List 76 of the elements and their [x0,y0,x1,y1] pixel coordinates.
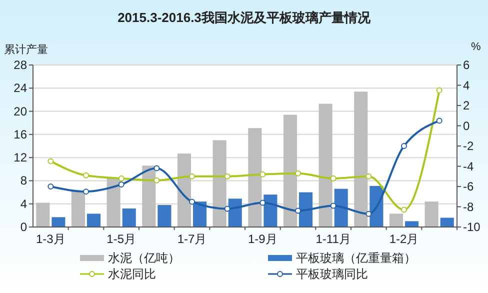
x-tick-label: 1-5月 [106,232,136,246]
point [83,188,89,195]
x-tick-label: 1-9月 [248,232,278,246]
bar [122,208,136,227]
point [401,143,407,149]
bar [212,140,226,227]
bar [87,214,101,227]
y-tick-label: 0 [20,220,28,234]
bar [318,104,332,227]
y-tick-label: 8 [20,174,28,188]
bar [354,92,368,227]
point [366,210,372,217]
y-tick-label: 28 [14,58,28,72]
y-tick-label: 4 [20,196,28,211]
bar [389,214,403,227]
y-tick-label: 16 [14,127,28,142]
x-tick-label: 1-2月 [389,232,419,246]
legend-label: 水泥（亿吨） [108,251,180,265]
point [118,181,124,188]
point [48,184,54,190]
point [295,170,301,176]
bar [299,192,313,227]
bar [36,202,50,227]
bar [52,217,66,227]
point [330,202,336,209]
point [118,175,124,182]
bar [264,194,278,227]
bar [440,218,454,227]
point [260,200,266,206]
bar [177,154,191,227]
y2-tick-label: -2 [463,139,474,153]
point [330,175,336,182]
point [48,158,54,164]
bar [106,178,120,227]
bar [334,188,348,227]
bar [71,190,85,227]
y-tick-label: 12 [14,150,28,165]
x-tick-label: 1-3月 [36,232,66,246]
y2-axis-title: % [471,41,481,53]
point [154,165,160,172]
point [436,118,442,124]
y2-tick-label: 0 [463,118,470,133]
bar [248,128,262,227]
point [224,173,230,180]
point [189,198,195,205]
point [366,173,372,180]
y2-tick-label: -4 [463,159,474,174]
y2-tick-label: -8 [463,200,474,214]
y2-tick-label: 4 [463,78,470,92]
y2-tick-label: 6 [463,58,470,72]
point [260,171,266,178]
legend-label: 平板玻璃（亿重量箱） [296,251,416,265]
point [224,206,230,212]
y2-tick-label: -6 [463,180,474,194]
point [189,173,195,180]
point [154,177,160,184]
x-tick-label: 1-11月 [316,232,351,246]
point [436,87,442,94]
bar [424,202,438,227]
y2-tick-label: 2 [463,98,470,112]
point [295,208,301,214]
chart-title: 2015.3-2016.3我国水泥及平板玻璃产量情况 [118,10,372,25]
y-tick-label: 24 [14,81,28,96]
bar [283,114,297,227]
point [401,206,407,213]
point [83,172,89,178]
bar [228,198,242,227]
legend-label: 平板玻璃同比 [296,267,368,281]
bar [142,166,156,227]
y-axis-title: 累计产量 [4,43,48,56]
x-tick-label: 1-7月 [177,232,207,246]
bar [405,221,419,227]
legend-label: 水泥同比 [108,267,156,281]
y2-tick-label: -10 [463,220,481,234]
y-tick-label: 20 [14,104,28,118]
bar [158,205,172,227]
